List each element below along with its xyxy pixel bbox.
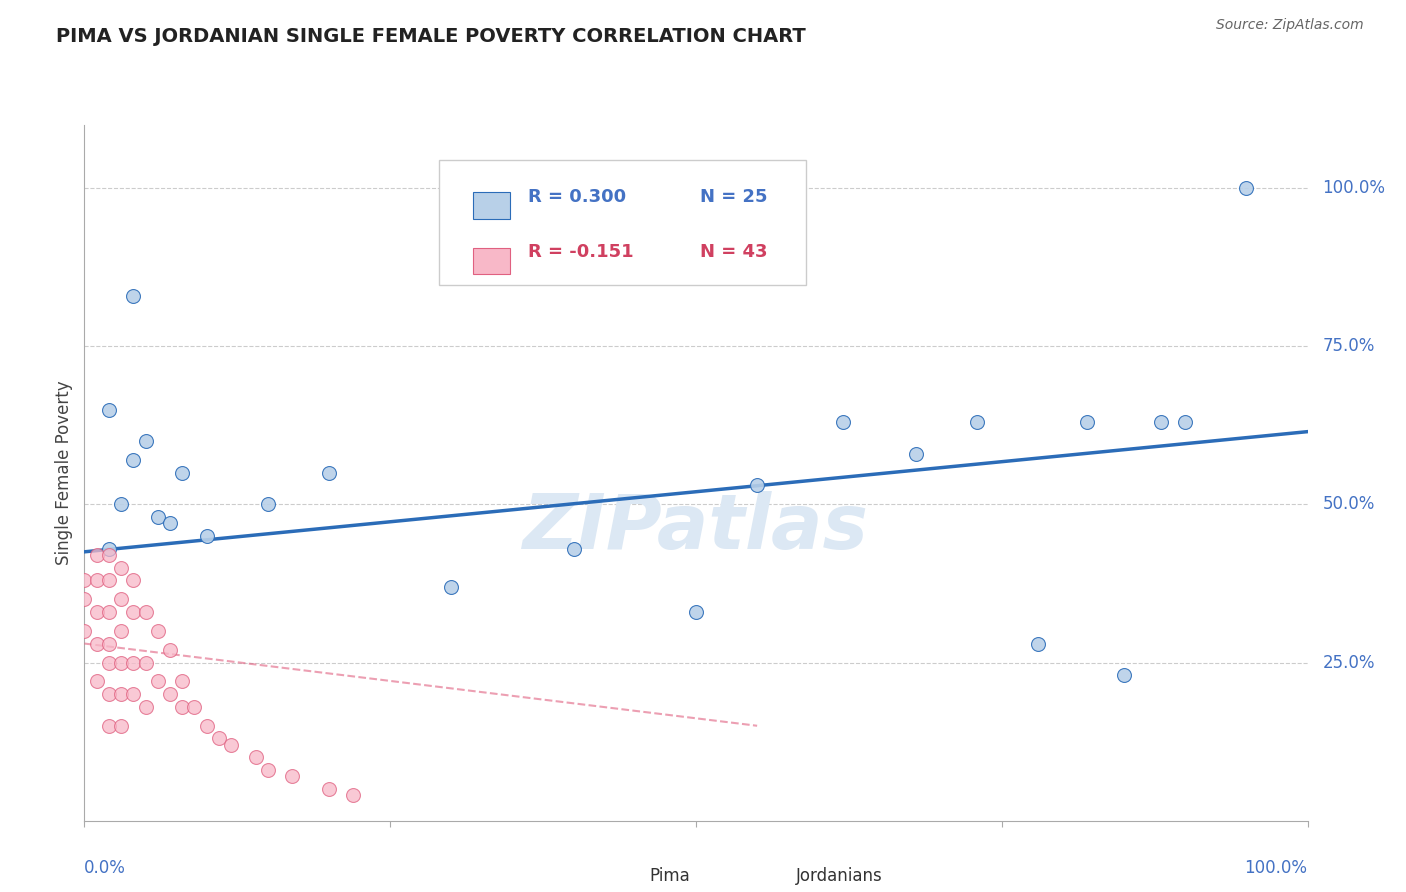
Point [318,466,340,480]
FancyBboxPatch shape [598,863,636,890]
Point [135,434,157,449]
Text: 50.0%: 50.0% [1322,495,1375,514]
Point [183,699,205,714]
Point [281,769,304,783]
Point [1234,181,1257,195]
Point [440,580,463,594]
Text: 25.0%: 25.0% [1322,654,1375,672]
Point [831,415,853,429]
Point [685,605,707,619]
Y-axis label: Single Female Poverty: Single Female Poverty [55,381,73,565]
Text: 0.0%: 0.0% [84,859,127,877]
Point [159,643,181,657]
FancyBboxPatch shape [745,863,782,890]
Text: ZIPatlas: ZIPatlas [523,491,869,566]
Point [122,453,145,467]
Point [122,605,145,619]
Point [257,763,280,777]
Point [135,656,157,670]
Point [86,574,108,588]
Point [122,288,145,302]
Point [86,548,108,562]
Point [747,478,769,492]
Text: 100.0%: 100.0% [1244,859,1308,877]
Point [1174,415,1197,429]
Point [97,541,120,556]
Text: R = 0.300: R = 0.300 [529,187,627,205]
Point [73,624,96,638]
Point [122,574,145,588]
Point [195,719,218,733]
Point [97,548,120,562]
Point [122,656,145,670]
FancyBboxPatch shape [439,160,806,285]
Point [219,738,242,752]
Point [146,510,169,524]
Point [146,624,169,638]
Point [195,529,218,543]
Point [159,516,181,531]
Point [110,497,132,511]
Text: Pima: Pima [650,867,690,885]
Point [97,402,120,417]
Text: N = 25: N = 25 [700,187,768,205]
Point [73,574,96,588]
Point [172,699,194,714]
Point [86,674,108,689]
Text: Jordanians: Jordanians [796,867,883,885]
Point [97,687,120,701]
FancyBboxPatch shape [474,248,510,275]
Point [905,447,928,461]
Point [1076,415,1098,429]
Point [86,605,108,619]
Point [146,674,169,689]
Point [966,415,988,429]
Point [562,541,585,556]
Point [110,656,132,670]
Point [97,605,120,619]
Point [110,624,132,638]
Point [1114,668,1136,682]
Text: PIMA VS JORDANIAN SINGLE FEMALE POVERTY CORRELATION CHART: PIMA VS JORDANIAN SINGLE FEMALE POVERTY … [56,27,806,45]
Point [86,636,108,650]
Point [110,687,132,701]
Point [245,750,267,764]
Point [110,560,132,574]
Point [135,605,157,619]
Text: R = -0.151: R = -0.151 [529,244,634,261]
Point [318,782,340,797]
Point [110,719,132,733]
Point [73,592,96,607]
Point [122,687,145,701]
Point [110,592,132,607]
Point [208,731,231,746]
Text: Source: ZipAtlas.com: Source: ZipAtlas.com [1216,18,1364,32]
Point [172,674,194,689]
Point [257,497,280,511]
Text: 100.0%: 100.0% [1322,179,1385,197]
Point [97,719,120,733]
Point [97,636,120,650]
FancyBboxPatch shape [474,192,510,219]
Point [1028,636,1050,650]
Point [159,687,181,701]
Point [1150,415,1173,429]
Point [342,789,364,803]
Point [172,466,194,480]
Text: 75.0%: 75.0% [1322,337,1375,355]
Text: N = 43: N = 43 [700,244,768,261]
Point [97,656,120,670]
Point [97,574,120,588]
Point [135,699,157,714]
